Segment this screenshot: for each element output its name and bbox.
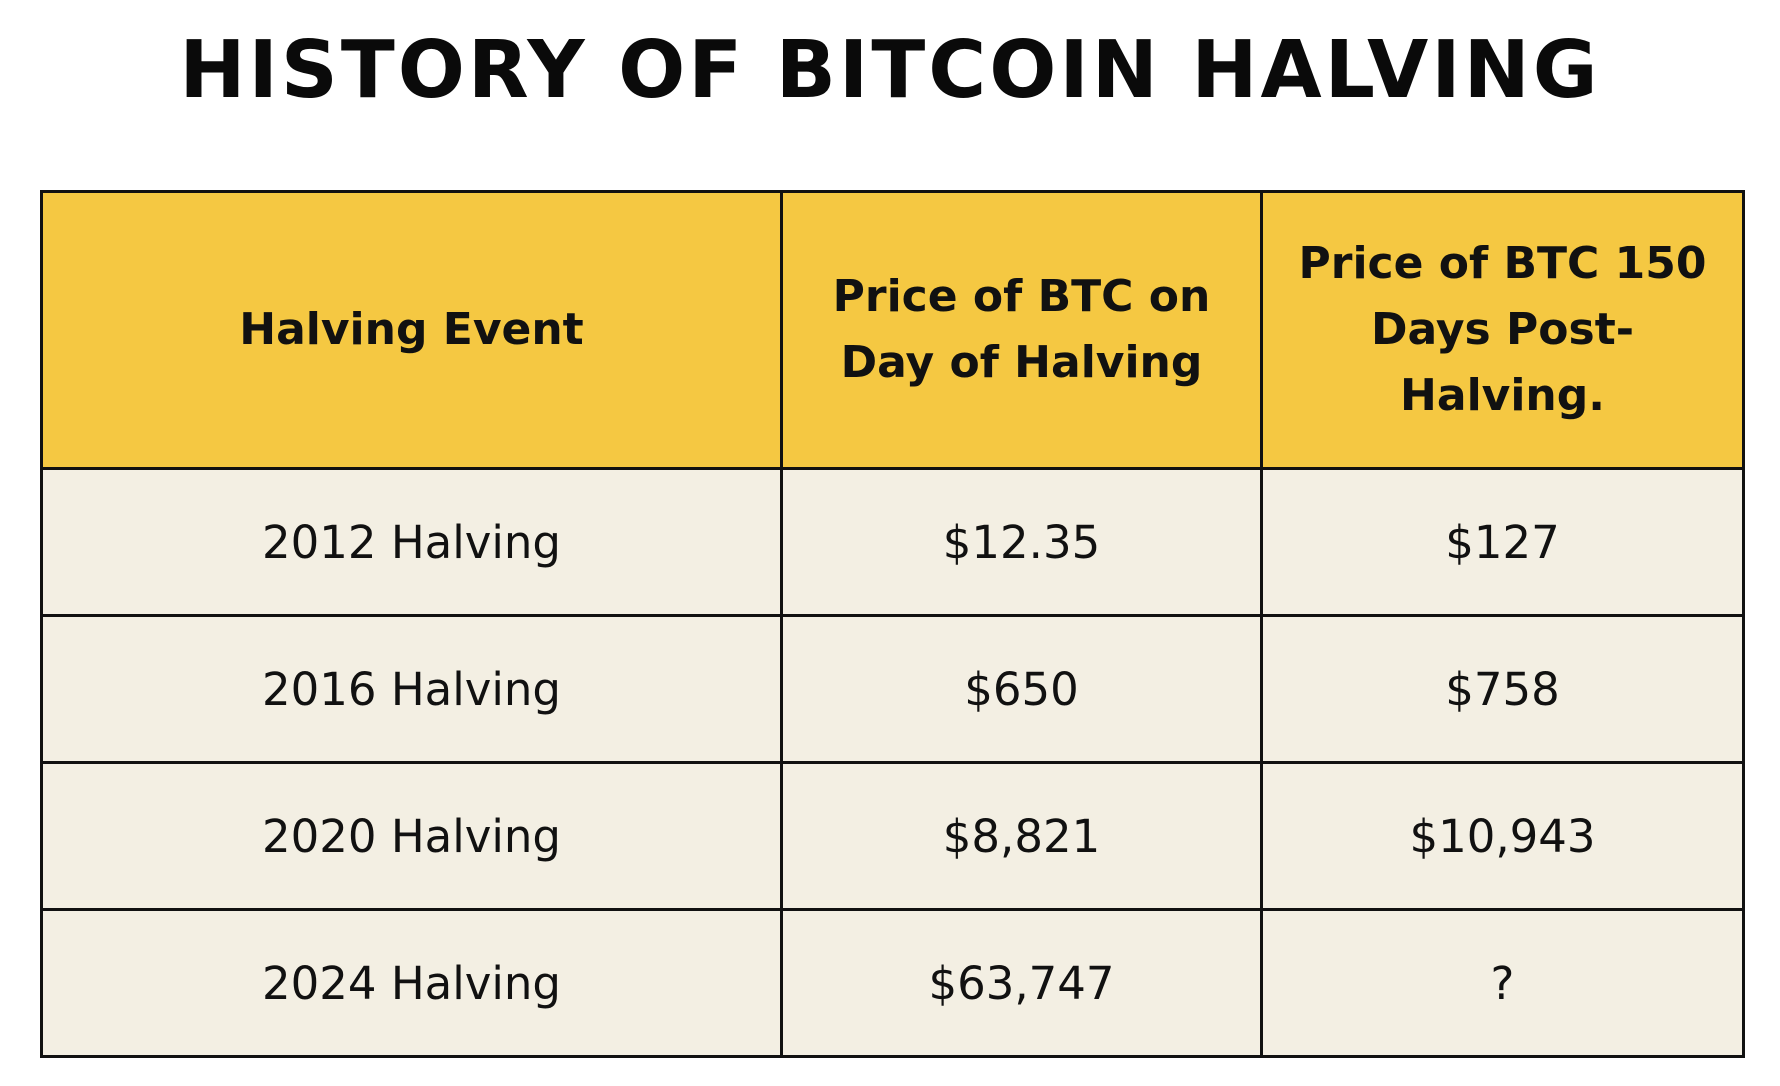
cell-halving-event: 2016 Halving: [40, 614, 783, 764]
cell-price-150-days-post: $758: [1260, 614, 1745, 764]
cell-price-day-of-halving: $63,747: [780, 908, 1263, 1058]
halving-table: Halving Event Price of BTC on Day of Hal…: [40, 190, 1745, 1058]
header-row: Halving Event Price of BTC on Day of Hal…: [40, 190, 1745, 470]
cell-price-day-of-halving: $650: [780, 614, 1263, 764]
cell-halving-event: 2020 Halving: [40, 761, 783, 911]
cell-price-150-days-post: $127: [1260, 467, 1745, 617]
cell-price-day-of-halving: $8,821: [780, 761, 1263, 911]
cell-halving-event: 2024 Halving: [40, 908, 783, 1058]
table-body: 2012 Halving $12.35 $127 2016 Halving $6…: [40, 467, 1745, 1058]
table-header: Halving Event Price of BTC on Day of Hal…: [40, 190, 1745, 470]
cell-price-150-days-post: ?: [1260, 908, 1745, 1058]
header-halving-event: Halving Event: [40, 190, 783, 470]
header-price-150-days-post: Price of BTC 150 Days Post-Halving.: [1260, 190, 1745, 470]
cell-price-150-days-post: $10,943: [1260, 761, 1745, 911]
table-row: 2012 Halving $12.35 $127: [40, 467, 1745, 617]
table-row: 2016 Halving $650 $758: [40, 614, 1745, 764]
cell-price-day-of-halving: $12.35: [780, 467, 1263, 617]
page-title: HISTORY OF BITCOIN HALVING: [179, 24, 1601, 116]
table-row: 2020 Halving $8,821 $10,943: [40, 761, 1745, 911]
table-row: 2024 Halving $63,747 ?: [40, 908, 1745, 1058]
halving-table-container: Halving Event Price of BTC on Day of Hal…: [40, 190, 1745, 1058]
cell-halving-event: 2012 Halving: [40, 467, 783, 617]
header-price-day-of-halving: Price of BTC on Day of Halving: [780, 190, 1263, 470]
